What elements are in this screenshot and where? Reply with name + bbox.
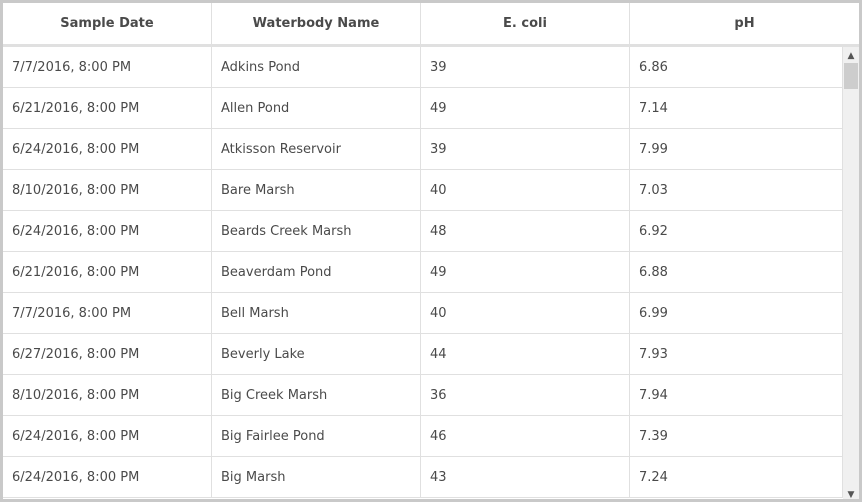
column-header-ph[interactable]: pH	[734, 16, 755, 31]
cell-e-coli: 46	[421, 416, 630, 456]
cell-sample-date: 6/24/2016, 8:00 PM	[3, 211, 212, 251]
table-row[interactable]: 6/24/2016, 8:00 PM Atkisson Reservoir 39 7.…	[3, 129, 843, 170]
chevron-up-icon[interactable]: ▲	[847, 51, 855, 61]
cell-ph: 7.94	[630, 375, 843, 415]
cell-e-coli: 48	[421, 211, 630, 251]
cell-e-coli: 43	[421, 457, 630, 497]
cell-sample-date: 8/10/2016, 8:00 PM	[3, 170, 212, 210]
chevron-down-icon[interactable]: ▼	[847, 490, 855, 500]
cell-e-coli: 40	[421, 293, 630, 333]
cell-ph: 7.24	[630, 457, 843, 497]
table-row[interactable]: 6/24/2016, 8:00 PM Big Marsh 43 7.24	[3, 457, 843, 498]
cell-ph: 7.99	[630, 129, 843, 169]
cell-waterbody-name: Bare Marsh	[212, 170, 421, 210]
vertical-scrollbar[interactable]: ▲ ▼	[843, 47, 859, 500]
cell-sample-date: 6/24/2016, 8:00 PM	[3, 129, 212, 169]
cell-ph: 6.92	[630, 211, 843, 251]
table-row[interactable]: 7/7/2016, 8:00 PM Bell Marsh 40 6.99	[3, 293, 843, 334]
cell-ph: 6.99	[630, 293, 843, 333]
grid-body: 7/7/2016, 8:00 PM Adkins Pond 39 6.86 6/21/2…	[3, 47, 843, 499]
cell-e-coli: 39	[421, 47, 630, 87]
cell-sample-date: 6/21/2016, 8:00 PM	[3, 88, 212, 128]
cell-sample-date: 6/24/2016, 8:00 PM	[3, 457, 212, 497]
cell-waterbody-name: Beaverdam Pond	[212, 252, 421, 292]
cell-ph: 6.88	[630, 252, 843, 292]
table-row[interactable]: 6/24/2016, 8:00 PM Big Fairlee Pond 46 7.39	[3, 416, 843, 457]
cell-sample-date: 6/21/2016, 8:00 PM	[3, 252, 212, 292]
table-row[interactable]: 6/21/2016, 8:00 PM Allen Pond 49 7.14	[3, 88, 843, 129]
cell-waterbody-name: Adkins Pond	[212, 47, 421, 87]
cell-sample-date: 8/10/2016, 8:00 PM	[3, 375, 212, 415]
cell-sample-date: 7/7/2016, 8:00 PM	[3, 47, 212, 87]
cell-ph: 7.39	[630, 416, 843, 456]
grid-header: Sample Date Waterbody Name E. coli pH	[3, 3, 859, 47]
table-row[interactable]: 7/7/2016, 8:00 PM Adkins Pond 39 6.86	[3, 47, 843, 88]
cell-sample-date: 6/24/2016, 8:00 PM	[3, 416, 212, 456]
cell-e-coli: 40	[421, 170, 630, 210]
cell-ph: 7.14	[630, 88, 843, 128]
table-row[interactable]: 8/10/2016, 8:00 PM Bare Marsh 40 7.03	[3, 170, 843, 211]
cell-e-coli: 49	[421, 252, 630, 292]
cell-waterbody-name: Bell Marsh	[212, 293, 421, 333]
table-row[interactable]: 6/24/2016, 8:00 PM Beards Creek Marsh 48 6.…	[3, 211, 843, 252]
column-header-e-coli[interactable]: E. coli	[421, 3, 630, 44]
cell-ph: 7.03	[630, 170, 843, 210]
table-row[interactable]: 6/27/2016, 8:00 PM Beverly Lake 44 7.93	[3, 334, 843, 375]
cell-waterbody-name: Big Marsh	[212, 457, 421, 497]
cell-e-coli: 36	[421, 375, 630, 415]
cell-ph: 7.93	[630, 334, 843, 374]
cell-waterbody-name: Beverly Lake	[212, 334, 421, 374]
cell-waterbody-name: Atkisson Reservoir	[212, 129, 421, 169]
column-header-sample-date[interactable]: Sample Date	[3, 3, 212, 44]
cell-ph: 6.86	[630, 47, 843, 87]
cell-e-coli: 49	[421, 88, 630, 128]
cell-waterbody-name: Allen Pond	[212, 88, 421, 128]
cell-sample-date: 7/7/2016, 8:00 PM	[3, 293, 212, 333]
cell-e-coli: 39	[421, 129, 630, 169]
table-row[interactable]: 6/21/2016, 8:00 PM Beaverdam Pond 49 6.88	[3, 252, 843, 293]
cell-waterbody-name: Big Fairlee Pond	[212, 416, 421, 456]
cell-waterbody-name: Big Creek Marsh	[212, 375, 421, 415]
scrollbar-thumb[interactable]	[844, 63, 858, 89]
cell-sample-date: 6/27/2016, 8:00 PM	[3, 334, 212, 374]
column-header-waterbody-name[interactable]: Waterbody Name	[212, 3, 421, 44]
cell-waterbody-name: Beards Creek Marsh	[212, 211, 421, 251]
cell-e-coli: 44	[421, 334, 630, 374]
table-row[interactable]: 8/10/2016, 8:00 PM Big Creek Marsh 36 7.94	[3, 375, 843, 416]
